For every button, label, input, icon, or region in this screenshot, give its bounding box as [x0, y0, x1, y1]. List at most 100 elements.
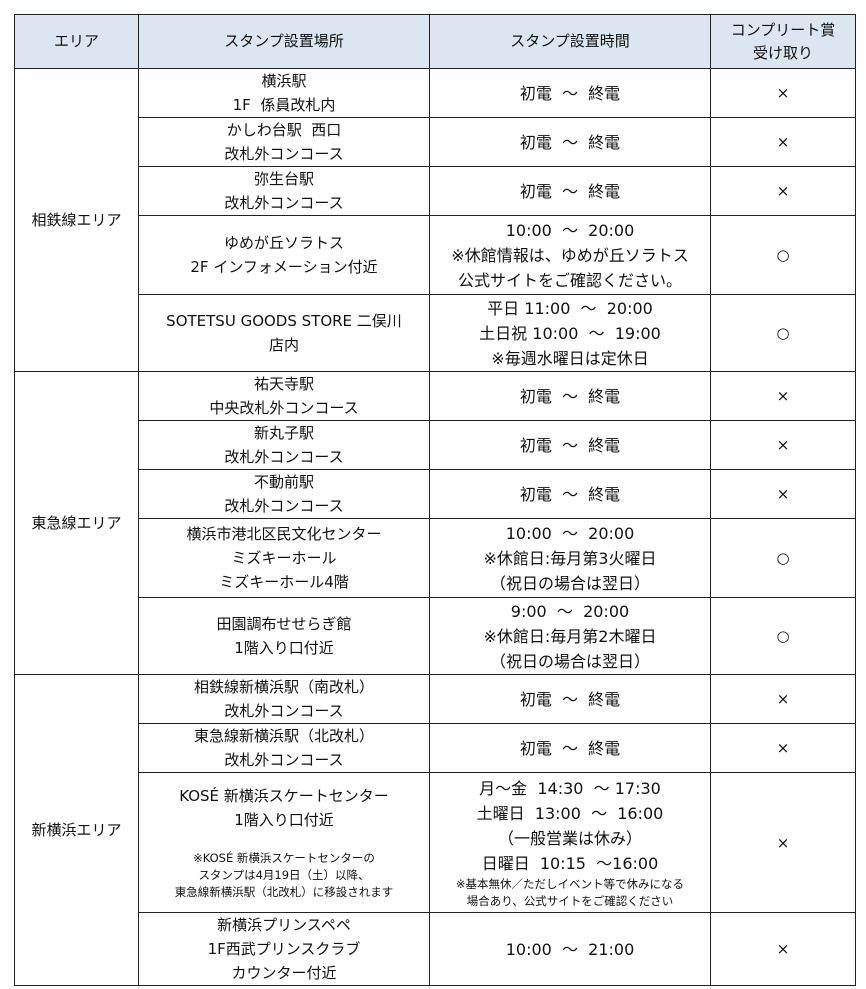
- complete-cell: ×: [710, 117, 856, 167]
- text-line: ※休館日:毎月第3火曜日: [483, 548, 657, 568]
- complete-cell: ×: [710, 723, 856, 773]
- header-complete: コンプリート賞 受け取り: [710, 14, 856, 69]
- text-line: 平日 11:00 ～ 20:00: [487, 298, 653, 318]
- time-cell: 月～金 14:30 ～ 17:30 土曜日 13:00 ～ 16:00 （一般営業は…: [429, 772, 711, 913]
- place-cell: ゆめが丘ソラトス 2F インフォメーション付近: [138, 215, 430, 295]
- complete-cell: ×: [710, 166, 856, 216]
- text-line: （一般営業は休み）: [497, 828, 642, 848]
- text-line: 不動前駅: [253, 473, 314, 491]
- text-line: 中央改札外コンコース: [209, 399, 359, 417]
- complete-cell: ×: [710, 68, 856, 118]
- text-line: ※KOSÉ 新横浜スケートセンターの: [193, 851, 375, 865]
- complete-cell: ×: [710, 912, 856, 986]
- complete-cell: ○: [710, 518, 856, 598]
- text-line: （祝日の場合は翌日）: [489, 651, 650, 671]
- text-line: SOTETSU GOODS STORE 二俣川: [166, 312, 402, 330]
- text-line: ※基本無休／ただしイベント等で休みになる: [455, 876, 685, 891]
- table-row: 弥生台駅 改札外コンコース 初電 ～ 終電 ×: [15, 166, 856, 216]
- text-line: 初電 ～ 終電: [519, 181, 621, 201]
- text-line: 東急線新横浜駅（北改札）に移設されます: [174, 885, 394, 899]
- text-line: ※毎週水曜日は定休日: [491, 348, 649, 368]
- area-cell: 新横浜エリア: [14, 674, 139, 986]
- table-row: 新横浜エリア 相鉄線新横浜駅（南改札） 改札外コンコース 初電 ～ 終電 ×: [14, 674, 856, 986]
- place-cell: KOSÉ 新横浜スケートセンター 1階入り口付近 ※KOSÉ 新横浜スケートセンター…: [138, 772, 430, 913]
- time-cell: 初電 ～ 終電: [429, 420, 711, 470]
- text-line: 1F 係員改札内: [232, 96, 336, 114]
- text-line: 10:00 ～ 21:00: [505, 939, 635, 959]
- text-line: 2F インフォメーション付近: [190, 258, 378, 276]
- text-line: 1F西武プリンスクラブ: [207, 940, 361, 958]
- text-line: 横浜駅: [261, 72, 307, 90]
- time-cell: 初電 ～ 終電: [429, 68, 711, 118]
- place-cell: 横浜駅 1F 係員改札内: [138, 68, 430, 118]
- place-cell: 新横浜プリンスペペ 1F西武プリンスクラブ カウンター付近: [138, 912, 430, 986]
- text-line: かしわ台駅 西口: [226, 121, 342, 139]
- table-row: 不動前駅改札外コンコース 初電 ～ 終電 ×: [15, 469, 856, 519]
- area-cell: 東急線エリア: [14, 371, 139, 675]
- text-line: カウンター付近: [231, 964, 337, 982]
- time-cell: 初電 ～ 終電: [429, 674, 711, 724]
- text-line: ミズキーホール4階: [219, 573, 349, 591]
- place-cell: かしわ台駅 西口 改札外コンコース: [138, 117, 430, 167]
- time-cell: 10:00 ～ 21:00: [429, 912, 711, 986]
- text-line: 初電 ～ 終電: [519, 484, 621, 504]
- complete-cell: ×: [710, 371, 856, 421]
- table-row: かしわ台駅 西口 改札外コンコース 初電 ～ 終電 ×: [15, 117, 856, 167]
- table-row: 東急線エリア 祐天寺駅 中央改札外コンコース 初電 ～ 終電 ×: [14, 371, 856, 675]
- text-line: 店内: [268, 336, 299, 354]
- table-row: SOTETSU GOODS STORE 二俣川 店内 平日 11:00 ～ 20:0…: [15, 294, 856, 372]
- table-row: 新横浜プリンスペペ 1F西武プリンスクラブ カウンター付近 10:00 ～ 21:00…: [15, 912, 856, 986]
- place-cell: 相鉄線新横浜駅（南改札） 改札外コンコース: [138, 674, 430, 724]
- complete-cell: ×: [710, 674, 856, 724]
- place-cell: SOTETSU GOODS STORE 二俣川 店内: [138, 294, 430, 372]
- text-line: 改札外コンコース: [224, 448, 344, 466]
- place-cell: 東急線新横浜駅（北改札） 改札外コンコース: [138, 723, 430, 773]
- area-cell: 相鉄線エリア: [14, 68, 139, 372]
- header-area: エリア: [14, 14, 139, 69]
- complete-cell: ○: [710, 215, 856, 295]
- place-cell: 弥生台駅 改札外コンコース: [138, 166, 430, 216]
- place-cell: 新丸子駅 改札外コンコース: [138, 420, 430, 470]
- place-cell: 田園調布せせらぎ館 1階入り口付近: [138, 597, 430, 675]
- time-cell: 10:00 ～ 20:00 ※休館情報は、ゆめが丘ソラトス 公式サイトをご確認くださ…: [429, 215, 711, 295]
- text-line: ミズキーホール: [231, 549, 337, 567]
- text-line: 土曜日 13:00 ～ 16:00: [476, 803, 664, 823]
- table-row: 相鉄線エリア 横浜駅 1F 係員改札内 初電 ～ 終電 ×: [14, 68, 856, 372]
- text-line: KOSÉ 新横浜スケートセンター: [179, 787, 389, 805]
- text-line: 初電 ～ 終電: [519, 738, 621, 758]
- complete-cell: ×: [710, 469, 856, 519]
- text-line: 改札外コンコース: [224, 497, 344, 515]
- text-line: 月～金 14:30 ～ 17:30: [479, 778, 661, 798]
- text-line: 改札外コンコース: [224, 751, 344, 769]
- time-cell: 初電 ～ 終電: [429, 117, 711, 167]
- text-line: 1階入り口付近: [234, 811, 334, 829]
- text-line: 初電 ～ 終電: [519, 689, 621, 709]
- time-cell: 9:00 ～ 20:00 ※休館日:毎月第2木曜日 （祝日の場合は翌日）: [429, 597, 711, 675]
- time-cell: 平日 11:00 ～ 20:00 土日祝 10:00 ～ 19:00 ※毎週水曜日は…: [429, 294, 711, 372]
- text-line: 場合あり、公式サイトをご確認ください: [466, 893, 674, 908]
- stamp-location-table: エリア スタンプ設置場所 スタンプ設置時間 コンプリート賞 受け取り 相鉄線エリア…: [14, 14, 856, 986]
- complete-cell: ×: [710, 772, 856, 913]
- text-line: 初電 ～ 終電: [519, 83, 621, 103]
- complete-cell: ×: [710, 420, 856, 470]
- text-line: スタンプは4月19日（土）以降、: [198, 868, 370, 882]
- complete-cell: ○: [710, 294, 856, 372]
- text-line: 10:00 ～ 20:00: [505, 220, 635, 240]
- text-line: 初電 ～ 終電: [519, 386, 621, 406]
- text-line: 東急線新横浜駅（北改札）: [193, 727, 374, 745]
- table-row: KOSÉ 新横浜スケートセンター 1階入り口付近 ※KOSÉ 新横浜スケートセンター…: [15, 772, 856, 913]
- text-line: 初電 ～ 終電: [519, 435, 621, 455]
- time-cell: 初電 ～ 終電: [429, 166, 711, 216]
- text-line: 横浜市港北区民文化センター: [186, 525, 382, 543]
- place-cell: 不動前駅改札外コンコース: [138, 469, 430, 519]
- time-cell: 10:00 ～ 20:00 ※休館日:毎月第3火曜日 （祝日の場合は翌日）: [429, 518, 711, 598]
- table-row: 東急線新横浜駅（北改札） 改札外コンコース 初電 ～ 終電 ×: [15, 723, 856, 773]
- text-line: 改札外コンコース: [224, 702, 344, 720]
- table-row: 横浜市港北区民文化センター ミズキーホール ミズキーホール4階 10:00 ～ 20:…: [15, 518, 856, 598]
- text-line: 新横浜プリンスペペ: [217, 916, 351, 934]
- header-place: スタンプ設置場所: [138, 14, 430, 69]
- text-line: 田園調布せせらぎ館: [216, 615, 352, 633]
- text-line: ゆめが丘ソラトス: [223, 234, 344, 252]
- text-line: 日曜日 10:15 ～16:00: [481, 853, 659, 873]
- text-line: 改札外コンコース: [224, 194, 344, 212]
